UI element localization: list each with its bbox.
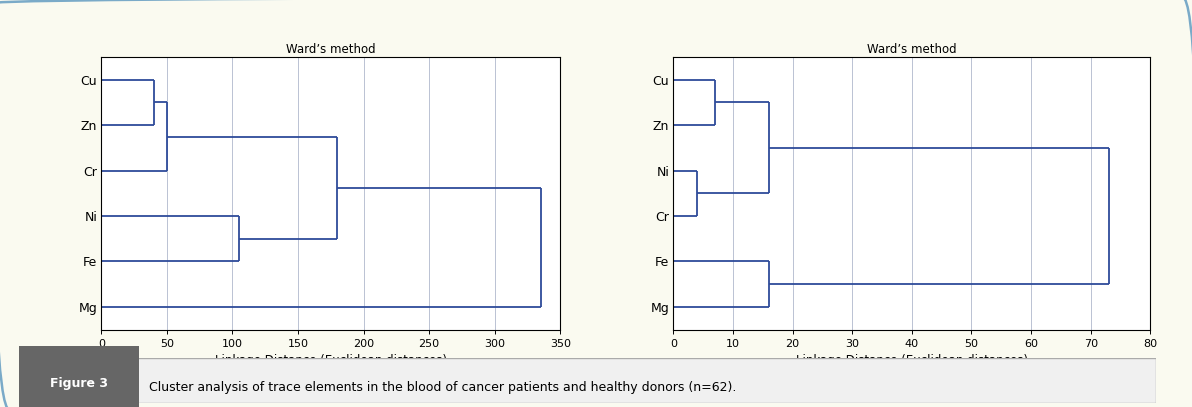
Text: Cluster analysis of trace elements in the blood of cancer patients and healthy d: Cluster analysis of trace elements in th… [149,381,737,394]
X-axis label: Linkage Distance (Euclidean distances): Linkage Distance (Euclidean distances) [796,354,1028,367]
Title: Wardʼs method: Wardʼs method [867,43,957,56]
Title: Wardʼs method: Wardʼs method [286,43,375,56]
X-axis label: Linkage Distance (Euclidean distances): Linkage Distance (Euclidean distances) [215,354,447,367]
Text: Figure 3: Figure 3 [50,377,108,390]
FancyBboxPatch shape [36,358,1156,403]
